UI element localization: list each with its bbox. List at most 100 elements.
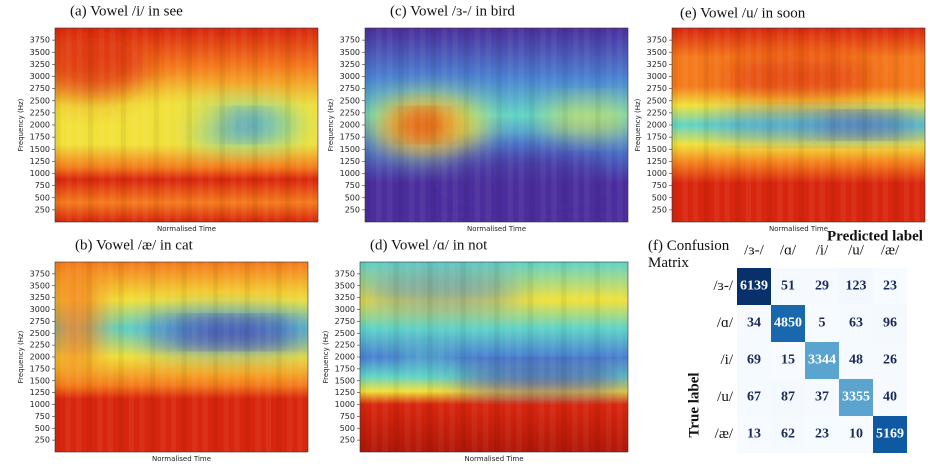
y-tick-label: 3250 [30, 60, 50, 69]
y-tick-label: 500 [340, 424, 355, 433]
cm-value: 29 [815, 279, 829, 294]
heatmap-stripe [252, 28, 258, 222]
heatmap-stripe [98, 28, 105, 222]
heatmap-stripe [397, 28, 404, 222]
heatmap-stripe [463, 28, 470, 222]
heatmap-stripe [561, 262, 567, 452]
cm-cell [737, 342, 771, 379]
heatmap-stripe [142, 28, 149, 222]
cm-value: 96 [883, 316, 897, 331]
heatmap-stripe [297, 262, 303, 452]
cm-cell [737, 268, 771, 305]
y-tick-label: 2250 [335, 341, 355, 350]
cm-value: 40 [883, 390, 897, 405]
y-tick-label: 2500 [647, 96, 667, 105]
y-tick-label: 3750 [647, 36, 667, 45]
heatmap-stripe [452, 28, 459, 222]
y-axis-label: Frequency (Hz) [322, 330, 330, 383]
y-tick-label: 2000 [335, 353, 355, 362]
y-tick-label: 1250 [30, 388, 50, 397]
heatmap-stripe [296, 28, 302, 222]
heatmap-stripe [474, 28, 481, 222]
cm-value: 23 [883, 279, 897, 294]
cm-cell [873, 305, 907, 342]
cm-row-label: /ɑ/ [717, 315, 734, 331]
y-tick-label: 1500 [30, 145, 50, 154]
cm-value: 67 [747, 390, 761, 405]
heatmap-stripe [516, 262, 522, 452]
heatmap-stripe [606, 28, 612, 222]
y-tick-label: 2250 [647, 108, 667, 117]
y-tick-label: 250 [340, 436, 355, 445]
y-tick-label: 2500 [30, 96, 50, 105]
heatmap [55, 262, 308, 452]
heatmap-stripe [97, 262, 103, 452]
cm-cell [873, 379, 907, 416]
heatmap [672, 28, 925, 222]
cm-value: 3355 [842, 390, 870, 405]
heatmap-stripe [109, 28, 116, 222]
heatmap-stripe [285, 28, 291, 222]
cm-cell [839, 379, 873, 416]
heatmap-stripe [87, 28, 94, 222]
cm-value: 26 [883, 353, 897, 368]
heatmap-blob [401, 115, 444, 135]
heatmap-stripe [616, 262, 623, 452]
y-tick-label: 1500 [647, 145, 667, 154]
x-axis-label: Normalised Time [152, 455, 211, 463]
cm-cell [737, 305, 771, 342]
y-tick-label: 3000 [30, 305, 50, 314]
heatmap-stripe [672, 28, 678, 222]
heatmap-blob [400, 351, 454, 371]
heatmap-stripe [777, 28, 783, 222]
heatmap-stripe [265, 262, 272, 452]
y-tick-label: 3000 [340, 72, 360, 81]
cm-value: 5169 [876, 427, 904, 442]
heatmap-stripe [819, 28, 825, 222]
y-tick-label: 2500 [340, 96, 360, 105]
heatmap-stripe [241, 28, 247, 222]
heatmap-stripe [131, 28, 138, 222]
y-axis-label: Frequency (Hz) [327, 98, 335, 151]
heatmap-stripe [419, 28, 426, 222]
heatmap-stripe [107, 262, 113, 452]
heatmap-stripe [496, 28, 502, 222]
y-axis-label: Frequency (Hz) [17, 330, 25, 383]
panel-title: (c) Vowel /ɜ-/ in bird [390, 3, 515, 19]
cm-col-label: /æ/ [881, 242, 900, 258]
y-tick-label: 1250 [647, 157, 667, 166]
cm-col-label: /u/ [848, 242, 865, 258]
heatmap-stripe [276, 262, 282, 452]
heatmap-stripe [86, 262, 92, 452]
cm-value: 3344 [808, 353, 836, 368]
heatmap-stripe [408, 28, 415, 222]
cm-row-label: /æ/ [715, 426, 734, 442]
heatmap-stripe [851, 28, 857, 222]
y-tick-label: 3500 [30, 48, 50, 57]
cm-cell [805, 305, 839, 342]
cm-cell [771, 268, 805, 305]
heatmap-blob [541, 103, 628, 135]
y-tick-label: 3500 [30, 281, 50, 290]
heatmap-stripe [605, 262, 612, 452]
cm-cell [805, 379, 839, 416]
cm-cell [737, 379, 771, 416]
heatmap-stripe [170, 262, 177, 452]
y-tick-label: 3250 [335, 293, 355, 302]
cm-value: 6139 [740, 279, 768, 294]
heatmap-stripe [244, 262, 251, 452]
cm-value: 23 [815, 427, 829, 442]
heatmap-stripe [449, 262, 455, 452]
y-tick-label: 250 [652, 205, 667, 214]
y-tick-label: 1250 [340, 157, 360, 166]
cm-row-label: /ɜ-/ [713, 278, 733, 294]
cm-value: 5 [819, 316, 826, 331]
y-tick-label: 1500 [30, 376, 50, 385]
heatmap-stripe [360, 262, 366, 452]
heatmap-stripe [371, 262, 377, 452]
y-tick-label: 1000 [335, 400, 355, 409]
heatmap-stripe [573, 28, 579, 222]
heatmap-stripe [223, 262, 229, 452]
heatmap-stripe [572, 262, 578, 452]
y-tick-label: 250 [345, 205, 360, 214]
